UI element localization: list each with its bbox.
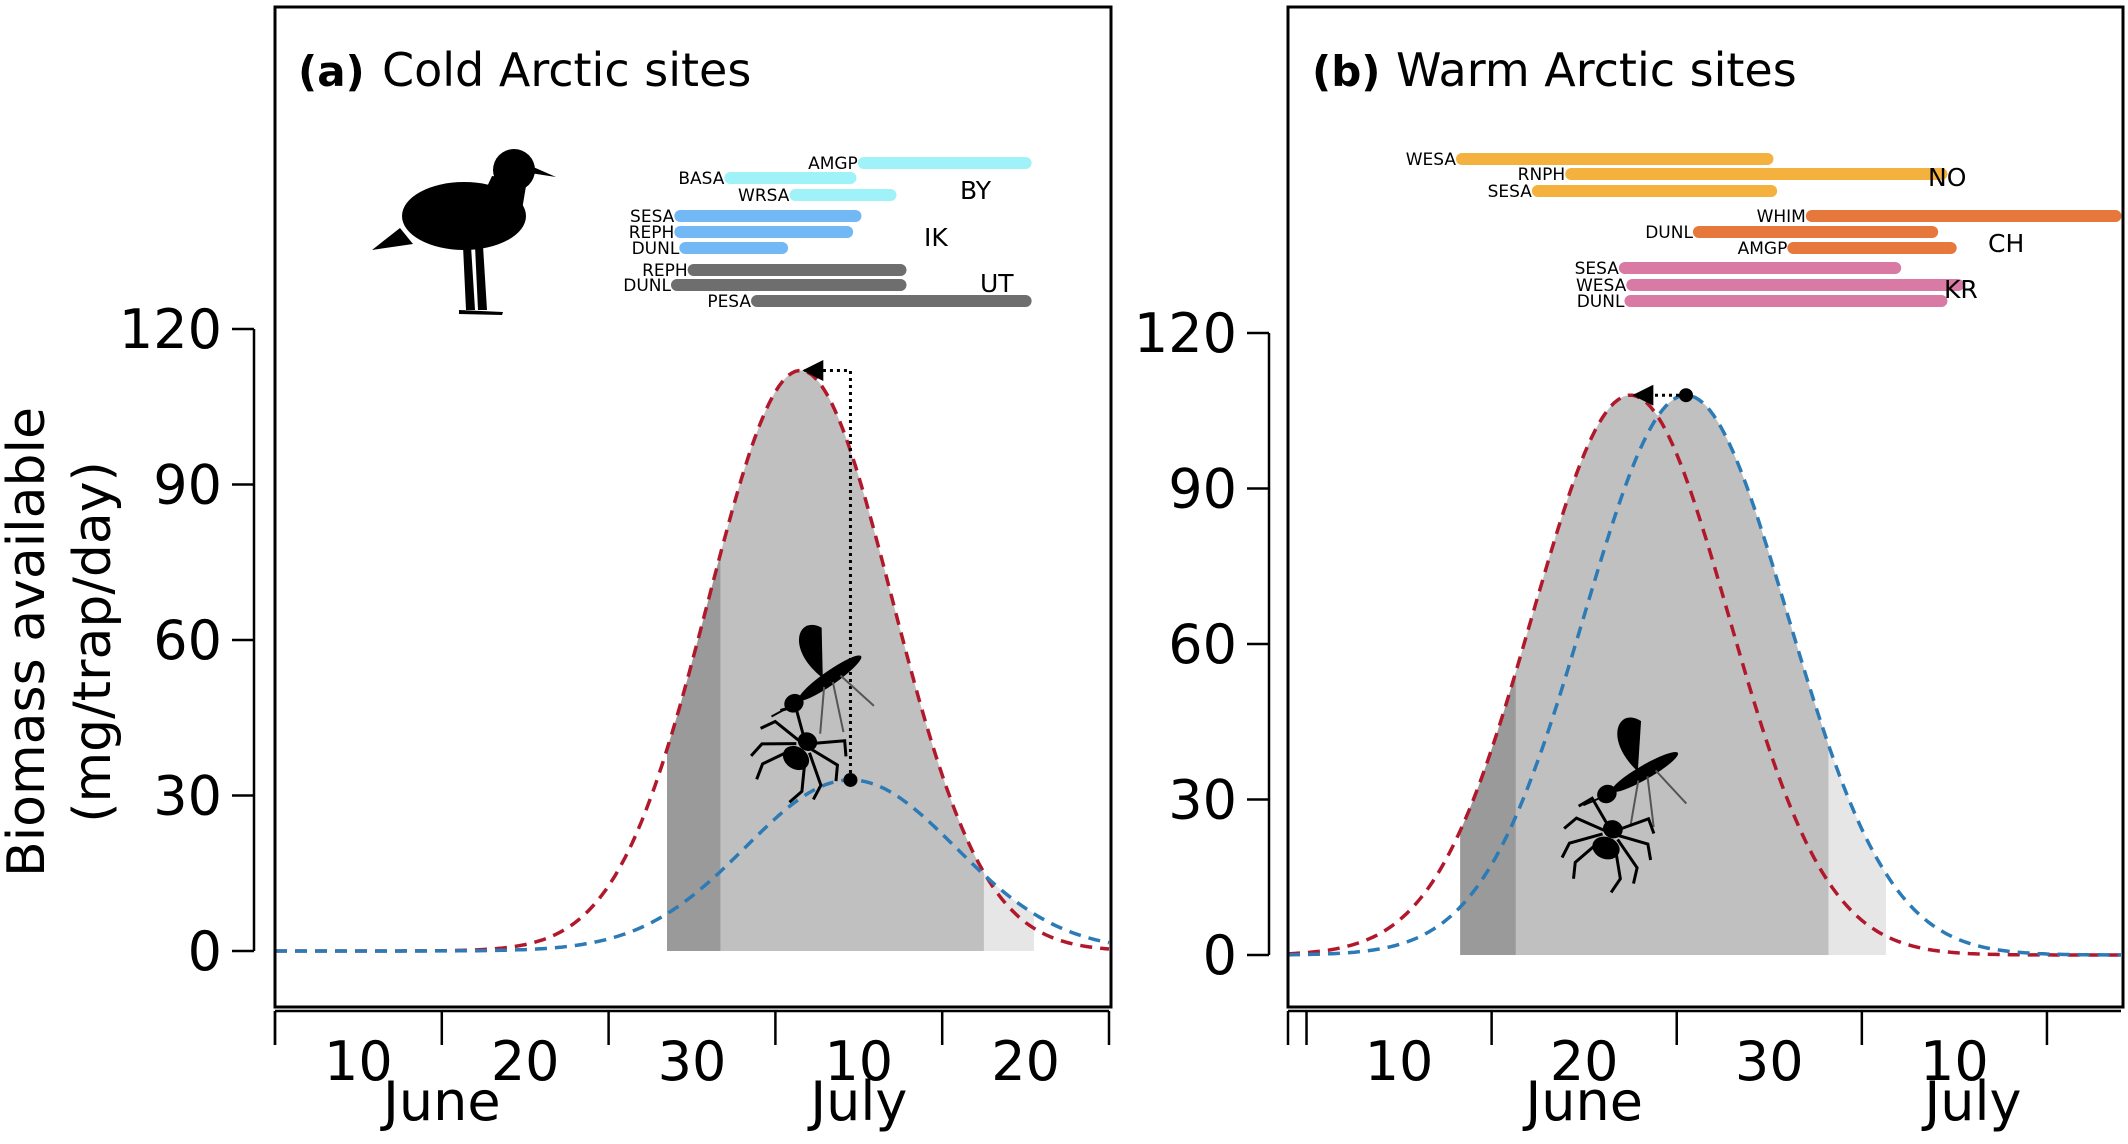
month-label-july: July (1921, 1070, 2021, 1133)
y-tick-label: 120 (1134, 302, 1237, 365)
x-tick-label: 20 (991, 1030, 1060, 1093)
panel-a-y-ticks: 0 30 60 90 120 (119, 298, 254, 983)
species-code-label: SESA (1488, 182, 1533, 202)
month-label-june: June (380, 1070, 501, 1133)
panel-a-x-ticks: 10 20 30 10 20 (273, 1011, 1111, 1093)
x-tick-label: 10 (1365, 1030, 1434, 1093)
biomass-curve-red (1287, 393, 2121, 957)
month-label-july: July (807, 1070, 907, 1133)
shaded-area-1 (667, 370, 984, 951)
panel-b-y-ticks: 0 30 60 90 120 (1134, 302, 1269, 987)
x-tick-label: 30 (658, 1030, 727, 1093)
species-code-label: REPH (642, 261, 688, 281)
y-tick-label: 120 (119, 298, 222, 361)
panel-b-shaded-areas (1460, 395, 1886, 955)
species-code-label: AMGP (1738, 239, 1788, 259)
x-tick-label: 20 (491, 1030, 560, 1093)
species-code-label: SESA (630, 207, 675, 227)
site-code-ut: UT (980, 269, 1014, 298)
shaded-area-2 (667, 554, 721, 951)
biomass-curve-blue (275, 778, 1110, 953)
site-code-kr: KR (1944, 275, 1978, 304)
species-code-label: AMGP (808, 154, 858, 174)
site-code-no: NO (1928, 163, 1966, 192)
panel-b-shift-arrow (1632, 384, 1693, 406)
panel-a-title: Cold Arctic sites (382, 43, 751, 97)
y-tick-label: 60 (153, 609, 222, 672)
site-code-ch: CH (1988, 229, 2024, 258)
species-code-label: WESA (1576, 276, 1627, 296)
panel-b-month-labels: June July (1522, 1070, 2021, 1133)
x-tick-label: 10 (824, 1030, 893, 1093)
shaded-area-2 (1460, 672, 1516, 955)
biomass-curve-blue (1288, 393, 2121, 957)
panel-b-title: Warm Arctic sites (1396, 43, 1797, 97)
panel-a-month-labels: June July (380, 1070, 907, 1133)
x-tick-label: 10 (1920, 1030, 1989, 1093)
species-code-label: DUNL (623, 276, 671, 296)
y-tick-label: 90 (153, 454, 222, 517)
mosquito-icon (1582, 717, 1688, 828)
y-tick-label: 90 (1168, 458, 1237, 521)
x-tick-label: 30 (1735, 1030, 1804, 1093)
species-code-label: REPH (629, 223, 675, 243)
panel-b-frame (1286, 5, 2125, 1009)
month-label-june: June (1522, 1070, 1643, 1133)
species-code-label: WHIM (1757, 207, 1806, 227)
species-code-label: DUNL (1645, 223, 1693, 243)
panel-a-site-labels: BY IK UT (924, 176, 1014, 298)
spider-icon (1560, 796, 1656, 894)
species-code-label: WRSA (738, 186, 790, 206)
panel-b-curves (1287, 393, 2121, 957)
species-code-label: DUNL (632, 239, 680, 259)
species-code-label: DUNL (1577, 292, 1625, 312)
site-code-ik: IK (924, 223, 948, 252)
panel-a-shift-arrow (802, 359, 858, 787)
biomass-curve-red (275, 368, 1110, 953)
shaded-area-1 (1460, 395, 1829, 955)
y-tick-label: 30 (1168, 769, 1237, 832)
y-tick-label: 60 (1168, 613, 1237, 676)
species-code-label: RNPH (1518, 165, 1566, 185)
spider-icon (749, 704, 848, 804)
y-tick-label: 0 (188, 920, 222, 983)
x-tick-label: 10 (324, 1030, 393, 1093)
panel-b-site-labels: NO CH KR (1928, 163, 2024, 304)
species-code-label: WESA (1406, 150, 1457, 170)
panel-a-frame (273, 5, 1113, 1009)
panel-b-x-ticks: 10 20 30 10 (1286, 1011, 2049, 1093)
species-code-label: PESA (707, 292, 751, 312)
site-code-by: BY (960, 176, 992, 205)
bird-silhouette-icon (372, 149, 556, 315)
panel-a-letter: (a) (298, 47, 365, 96)
species-code-label: BASA (678, 169, 724, 189)
panel-b-letter: (b) (1312, 47, 1380, 96)
y-axis-title-line1: Biomass available (0, 407, 57, 877)
y-axis-title-line2: (mg/trap/day) (63, 461, 123, 823)
panel-a-curves (275, 368, 1110, 953)
y-tick-label: 30 (153, 765, 222, 828)
x-tick-label: 20 (1550, 1030, 1619, 1093)
species-code-label: SESA (1575, 259, 1620, 279)
y-tick-label: 0 (1203, 924, 1237, 987)
